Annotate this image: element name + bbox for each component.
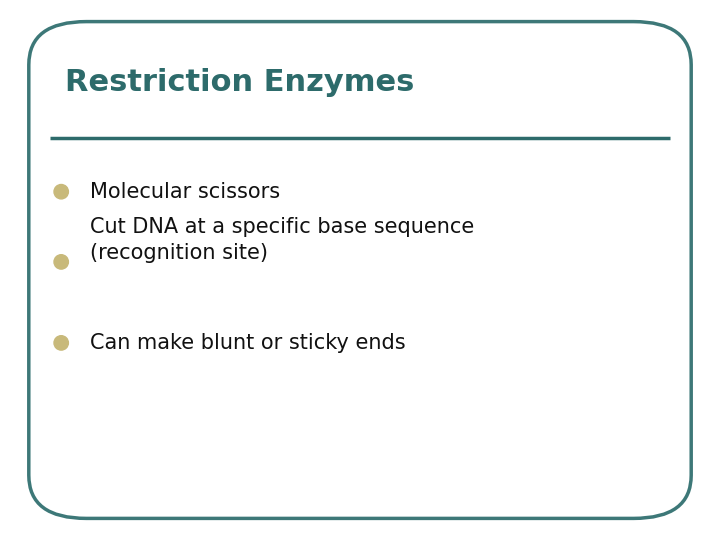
Text: Molecular scissors: Molecular scissors xyxy=(90,181,280,202)
Text: Cut DNA at a specific base sequence
(recognition site): Cut DNA at a specific base sequence (rec… xyxy=(90,218,474,263)
Ellipse shape xyxy=(54,185,68,199)
Ellipse shape xyxy=(54,255,68,269)
Ellipse shape xyxy=(54,336,68,350)
FancyBboxPatch shape xyxy=(29,22,691,518)
Text: Can make blunt or sticky ends: Can make blunt or sticky ends xyxy=(90,333,405,353)
Text: Restriction Enzymes: Restriction Enzymes xyxy=(65,68,414,97)
